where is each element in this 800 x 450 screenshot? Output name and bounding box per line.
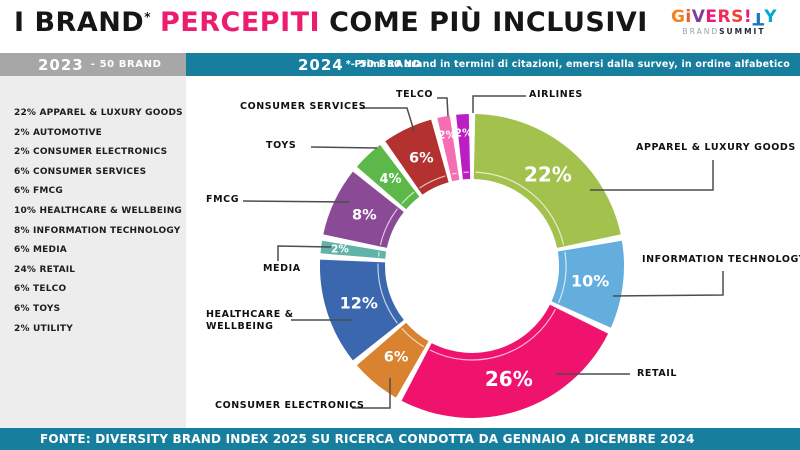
logo-letter: G bbox=[670, 7, 686, 27]
logo-letter: ! bbox=[743, 7, 753, 27]
slice-percent-label: 22% bbox=[524, 162, 572, 186]
logo-letter: V bbox=[691, 7, 706, 27]
slice-percent-label: 6% bbox=[409, 150, 434, 166]
sidebar-item: 6% FMCG bbox=[14, 186, 63, 197]
sidebar-item: 6% TELCO bbox=[14, 284, 67, 295]
category-label-retail: RETAIL bbox=[637, 368, 678, 379]
logo-subtitle: BRANDSUMMIT bbox=[664, 28, 784, 36]
logo-subtitle-brand: BRAND bbox=[682, 27, 720, 36]
donut-slice-information-technology[interactable] bbox=[551, 240, 625, 328]
sidebar-item: 10% HEALTHCARE & WELLBEING bbox=[14, 205, 183, 216]
sidebar-item: 6% MEDIA bbox=[14, 245, 67, 256]
tab-2023[interactable]: 2023 - 50 BRAND bbox=[0, 53, 186, 76]
donut-slice-inner-accent bbox=[379, 208, 398, 246]
category-label-consumer-electronics: CONSUMER ELECTRONICS bbox=[215, 400, 365, 411]
page-title: I BRAND* PERCEPITI COME PIÙ INCLUSIVI bbox=[14, 7, 648, 38]
donut-slice-fmcg[interactable] bbox=[323, 171, 404, 248]
leader-line-fmcg bbox=[242, 200, 350, 203]
logo-letter: E bbox=[705, 7, 718, 27]
slice-percent-label: 10% bbox=[571, 271, 609, 290]
donut-slice-inner-accent bbox=[557, 251, 567, 304]
sidebar-item: 22% APPAREL & LUXURY GOODS bbox=[14, 108, 183, 118]
tab-2024-year: 2024 bbox=[298, 55, 344, 74]
sidebar-item: 8% INFORMATION TECHNOLOGY bbox=[14, 225, 181, 236]
leader-line-telco bbox=[437, 97, 449, 117]
slice-percent-label: 26% bbox=[485, 367, 533, 391]
tab-2023-suffix: - 50 BRAND bbox=[90, 59, 162, 70]
logo-letter: S bbox=[731, 7, 744, 27]
category-label-media: MEDIA bbox=[263, 263, 301, 274]
donut-slice-consumer-services[interactable] bbox=[385, 119, 449, 195]
title-asterisk: * bbox=[144, 10, 152, 24]
donut-slice-inner-accent bbox=[401, 191, 415, 204]
slice-percent-label: 12% bbox=[340, 293, 378, 312]
sidebar-item: 2% UTILITY bbox=[14, 323, 73, 334]
category-label-toys: TOYS bbox=[266, 140, 297, 151]
slice-percent-label: 2% bbox=[331, 243, 349, 255]
sidebar-item: 2% CONSUMER ELECTRONICS bbox=[14, 147, 168, 158]
tab-2023-year: 2023 bbox=[38, 55, 84, 74]
logo-subtitle-summit: SUMMIT bbox=[719, 27, 766, 36]
title-part-2: COME PIÙ INCLUSIVI bbox=[329, 7, 648, 38]
logo-letter: R bbox=[717, 7, 732, 27]
donut-slice-consumer-electronics[interactable] bbox=[356, 322, 429, 398]
donut-slice-inner-accent bbox=[377, 263, 398, 324]
sidebar-2023-list: 22% APPAREL & LUXURY GOODS 2% AUTOMOTIVE 2… bbox=[14, 108, 186, 334]
donut-slice-toys[interactable] bbox=[356, 144, 420, 210]
leader-line-consumer-electronics bbox=[352, 378, 391, 409]
category-label-apparel-luxury-goods: APPAREL & LUXURY GOODS bbox=[636, 142, 796, 153]
slice-percent-label: 8% bbox=[352, 207, 377, 223]
donut-slice-airlines[interactable] bbox=[456, 114, 471, 180]
logo-wordmark: GiVERS!TY bbox=[664, 7, 784, 28]
footnote: * Primi 50 brand in termini di citazioni… bbox=[345, 59, 790, 70]
donut-slice-apparel-luxury-goods[interactable] bbox=[473, 114, 621, 248]
leader-line-airlines bbox=[472, 95, 526, 113]
source-text: FONTE: DIVERSITY BRAND INDEX 2025 SU RIC… bbox=[40, 432, 695, 446]
donut-slice-retail[interactable] bbox=[401, 304, 609, 418]
donut-slice-inner-accent bbox=[451, 172, 457, 175]
leader-line-media bbox=[277, 245, 332, 261]
leader-line-information-technology bbox=[612, 271, 724, 297]
category-label-fmcg: FMCG bbox=[206, 194, 240, 205]
donut-slice-inner-accent bbox=[401, 328, 425, 348]
donut-slice-media[interactable] bbox=[320, 240, 387, 259]
leader-line-toys bbox=[310, 146, 378, 149]
tab-2024[interactable]: 2024 - 50 BRAND * Primi 50 brand in term… bbox=[186, 53, 800, 76]
category-label-healthcare-wellbeing: HEALTHCARE & WELLBEING bbox=[206, 309, 294, 332]
logo-letter: i bbox=[685, 7, 692, 27]
donut-slice-inner-accent bbox=[429, 308, 557, 361]
diversity-brand-summit-logo: GiVERS!TY BRANDSUMMIT bbox=[664, 7, 784, 36]
sidebar-item: 2% AUTOMOTIVE bbox=[14, 127, 103, 138]
slice-percent-label: 6% bbox=[384, 350, 409, 366]
donut-slice-inner-accent bbox=[419, 175, 446, 189]
donut-slice-telco[interactable] bbox=[437, 115, 460, 182]
leader-line-apparel-luxury-goods bbox=[590, 160, 714, 191]
leader-line-consumer-services bbox=[360, 107, 415, 132]
donut-slice-inner-accent bbox=[475, 171, 565, 246]
title-part-1: I BRAND bbox=[14, 7, 145, 38]
sidebar-item: 6% CONSUMER SERVICES bbox=[14, 166, 147, 177]
tab-2024-suffix: - 50 BRAND bbox=[350, 59, 422, 70]
donut-slice-healthcare-wellbeing[interactable] bbox=[319, 259, 404, 361]
category-label-information-technology: INFORMATION TECHNOLOGY bbox=[642, 254, 800, 265]
source-footer: FONTE: DIVERSITY BRAND INDEX 2025 SU RIC… bbox=[0, 428, 800, 450]
title-part-accent: PERCEPITI bbox=[160, 7, 321, 38]
donut-slice-inner-accent bbox=[377, 251, 380, 257]
slice-percent-label: 2% bbox=[455, 127, 473, 139]
category-label-telco: TELCO bbox=[396, 89, 434, 100]
slice-percent-label: 4% bbox=[379, 172, 401, 187]
sidebar-item: 24% RETAIL bbox=[14, 264, 76, 275]
category-label-consumer-services: CONSUMER SERVICES bbox=[240, 101, 367, 112]
sidebar-item: 6% TOYS bbox=[14, 303, 61, 314]
category-label-airlines: AIRLINES bbox=[529, 89, 583, 100]
sidebar-2023-breakdown: 22% APPAREL & LUXURY GOODS 2% AUTOMOTIVE 2… bbox=[0, 76, 186, 428]
slice-percent-label: 2% bbox=[438, 129, 456, 141]
logo-letter: Y bbox=[764, 7, 778, 27]
